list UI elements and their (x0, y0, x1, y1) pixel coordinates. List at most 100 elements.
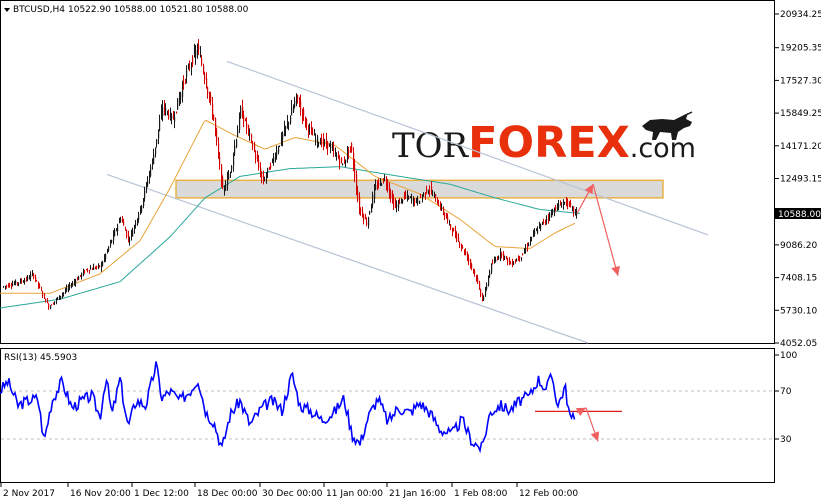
candle-body (329, 144, 331, 147)
rsi-forecast-up-arrow-head (575, 407, 586, 416)
candle-body (231, 166, 233, 169)
candle-body (563, 203, 565, 205)
candle-body (315, 138, 317, 141)
time-tick-label: 1 Feb 08:00 (454, 489, 508, 499)
candle-body (228, 174, 230, 179)
candle-body (11, 285, 13, 287)
candle-body (486, 284, 488, 290)
candle-body (384, 177, 386, 179)
rsi-tick-label: 70 (780, 387, 792, 397)
candle-body (92, 269, 94, 271)
candle-body (204, 74, 206, 80)
candle-body (273, 156, 275, 163)
collapse-triangle-icon[interactable] (4, 8, 10, 12)
candle-body (300, 102, 302, 109)
candle-body (402, 200, 404, 203)
candle-body (495, 259, 497, 262)
candle-body (189, 67, 191, 69)
candle-body (146, 184, 148, 189)
candle-body (227, 176, 229, 186)
candle-body (287, 121, 289, 127)
candle-body (90, 268, 92, 270)
candle-body (71, 286, 73, 288)
candle-body (14, 283, 16, 285)
moving-average-slow[interactable] (0, 166, 581, 309)
candle-body (195, 50, 197, 58)
candle-body (218, 143, 220, 155)
candle-body (342, 164, 344, 166)
channel-lower-line[interactable] (106, 173, 589, 344)
candle-body (534, 231, 536, 235)
candle-body (51, 304, 53, 306)
candle-body (399, 202, 401, 204)
candle-body (119, 220, 121, 223)
candle-body (536, 229, 538, 232)
candle-body (444, 212, 446, 217)
candle-body (546, 219, 548, 220)
candle-body (434, 195, 436, 198)
candle-body (263, 175, 265, 182)
candle-body (528, 244, 530, 247)
candle-body (474, 271, 476, 274)
candle-body (111, 240, 113, 243)
candle-body (170, 112, 172, 119)
candle-body (18, 282, 20, 284)
price-tick-label: 20934.25 (780, 10, 821, 20)
time-tick-label: 21 Jan 16:00 (389, 489, 446, 499)
candle-body (368, 217, 370, 226)
rsi-tick-label: 30 (780, 435, 792, 445)
candle-body (251, 135, 253, 138)
candle-body (456, 233, 458, 241)
rsi-axis: 100 70 30 (775, 351, 797, 445)
candle-body (35, 277, 37, 280)
time-tick-label: 2 Nov 2017 (3, 489, 55, 499)
candle-body (110, 242, 112, 246)
time-tick-label: 16 Nov 20:00 (70, 489, 131, 499)
candle-body (488, 277, 490, 286)
candle-body (516, 259, 518, 262)
candle-body (168, 113, 170, 118)
candle-body (293, 106, 295, 112)
candle-body (461, 244, 463, 248)
channel-upper-line[interactable] (226, 60, 709, 236)
candle-body (153, 154, 155, 164)
candle-body (243, 115, 245, 123)
candle-body (66, 287, 68, 291)
candle-body (497, 259, 499, 260)
candle-body (86, 269, 88, 271)
candle-body (39, 285, 41, 287)
candle-body (522, 253, 524, 256)
candle-body (317, 136, 319, 142)
candle-body (269, 167, 271, 170)
rsi-line[interactable] (0, 361, 576, 454)
candle-body (393, 198, 395, 208)
candle-body (369, 211, 371, 214)
resistance-zone[interactable] (175, 179, 664, 199)
candle-body (377, 186, 379, 188)
candle-body (242, 106, 244, 119)
candle-body (498, 256, 500, 259)
candle-body (83, 270, 85, 275)
candle-body (467, 253, 469, 260)
candle-body (185, 80, 187, 82)
moving-average-fast[interactable] (0, 119, 576, 294)
candle-body (77, 279, 79, 281)
candle-body (248, 125, 250, 131)
candle-body (225, 185, 227, 191)
candle-body (417, 198, 419, 204)
candle-body (515, 261, 517, 263)
candle-body (116, 229, 118, 231)
candle-body (527, 246, 529, 248)
ohlc-values: 10522.90 10588.00 10521.80 10588.00 (68, 5, 249, 15)
candle-body (507, 258, 509, 263)
candle-body (494, 260, 496, 263)
candle-body (20, 279, 22, 283)
candle-body (413, 198, 415, 203)
price-tick-label: 15849.25 (780, 109, 821, 119)
candle-body (503, 253, 505, 258)
candle-body (318, 142, 320, 144)
candle-body (24, 280, 26, 283)
candle-body (230, 172, 232, 174)
candle-body (473, 269, 475, 272)
